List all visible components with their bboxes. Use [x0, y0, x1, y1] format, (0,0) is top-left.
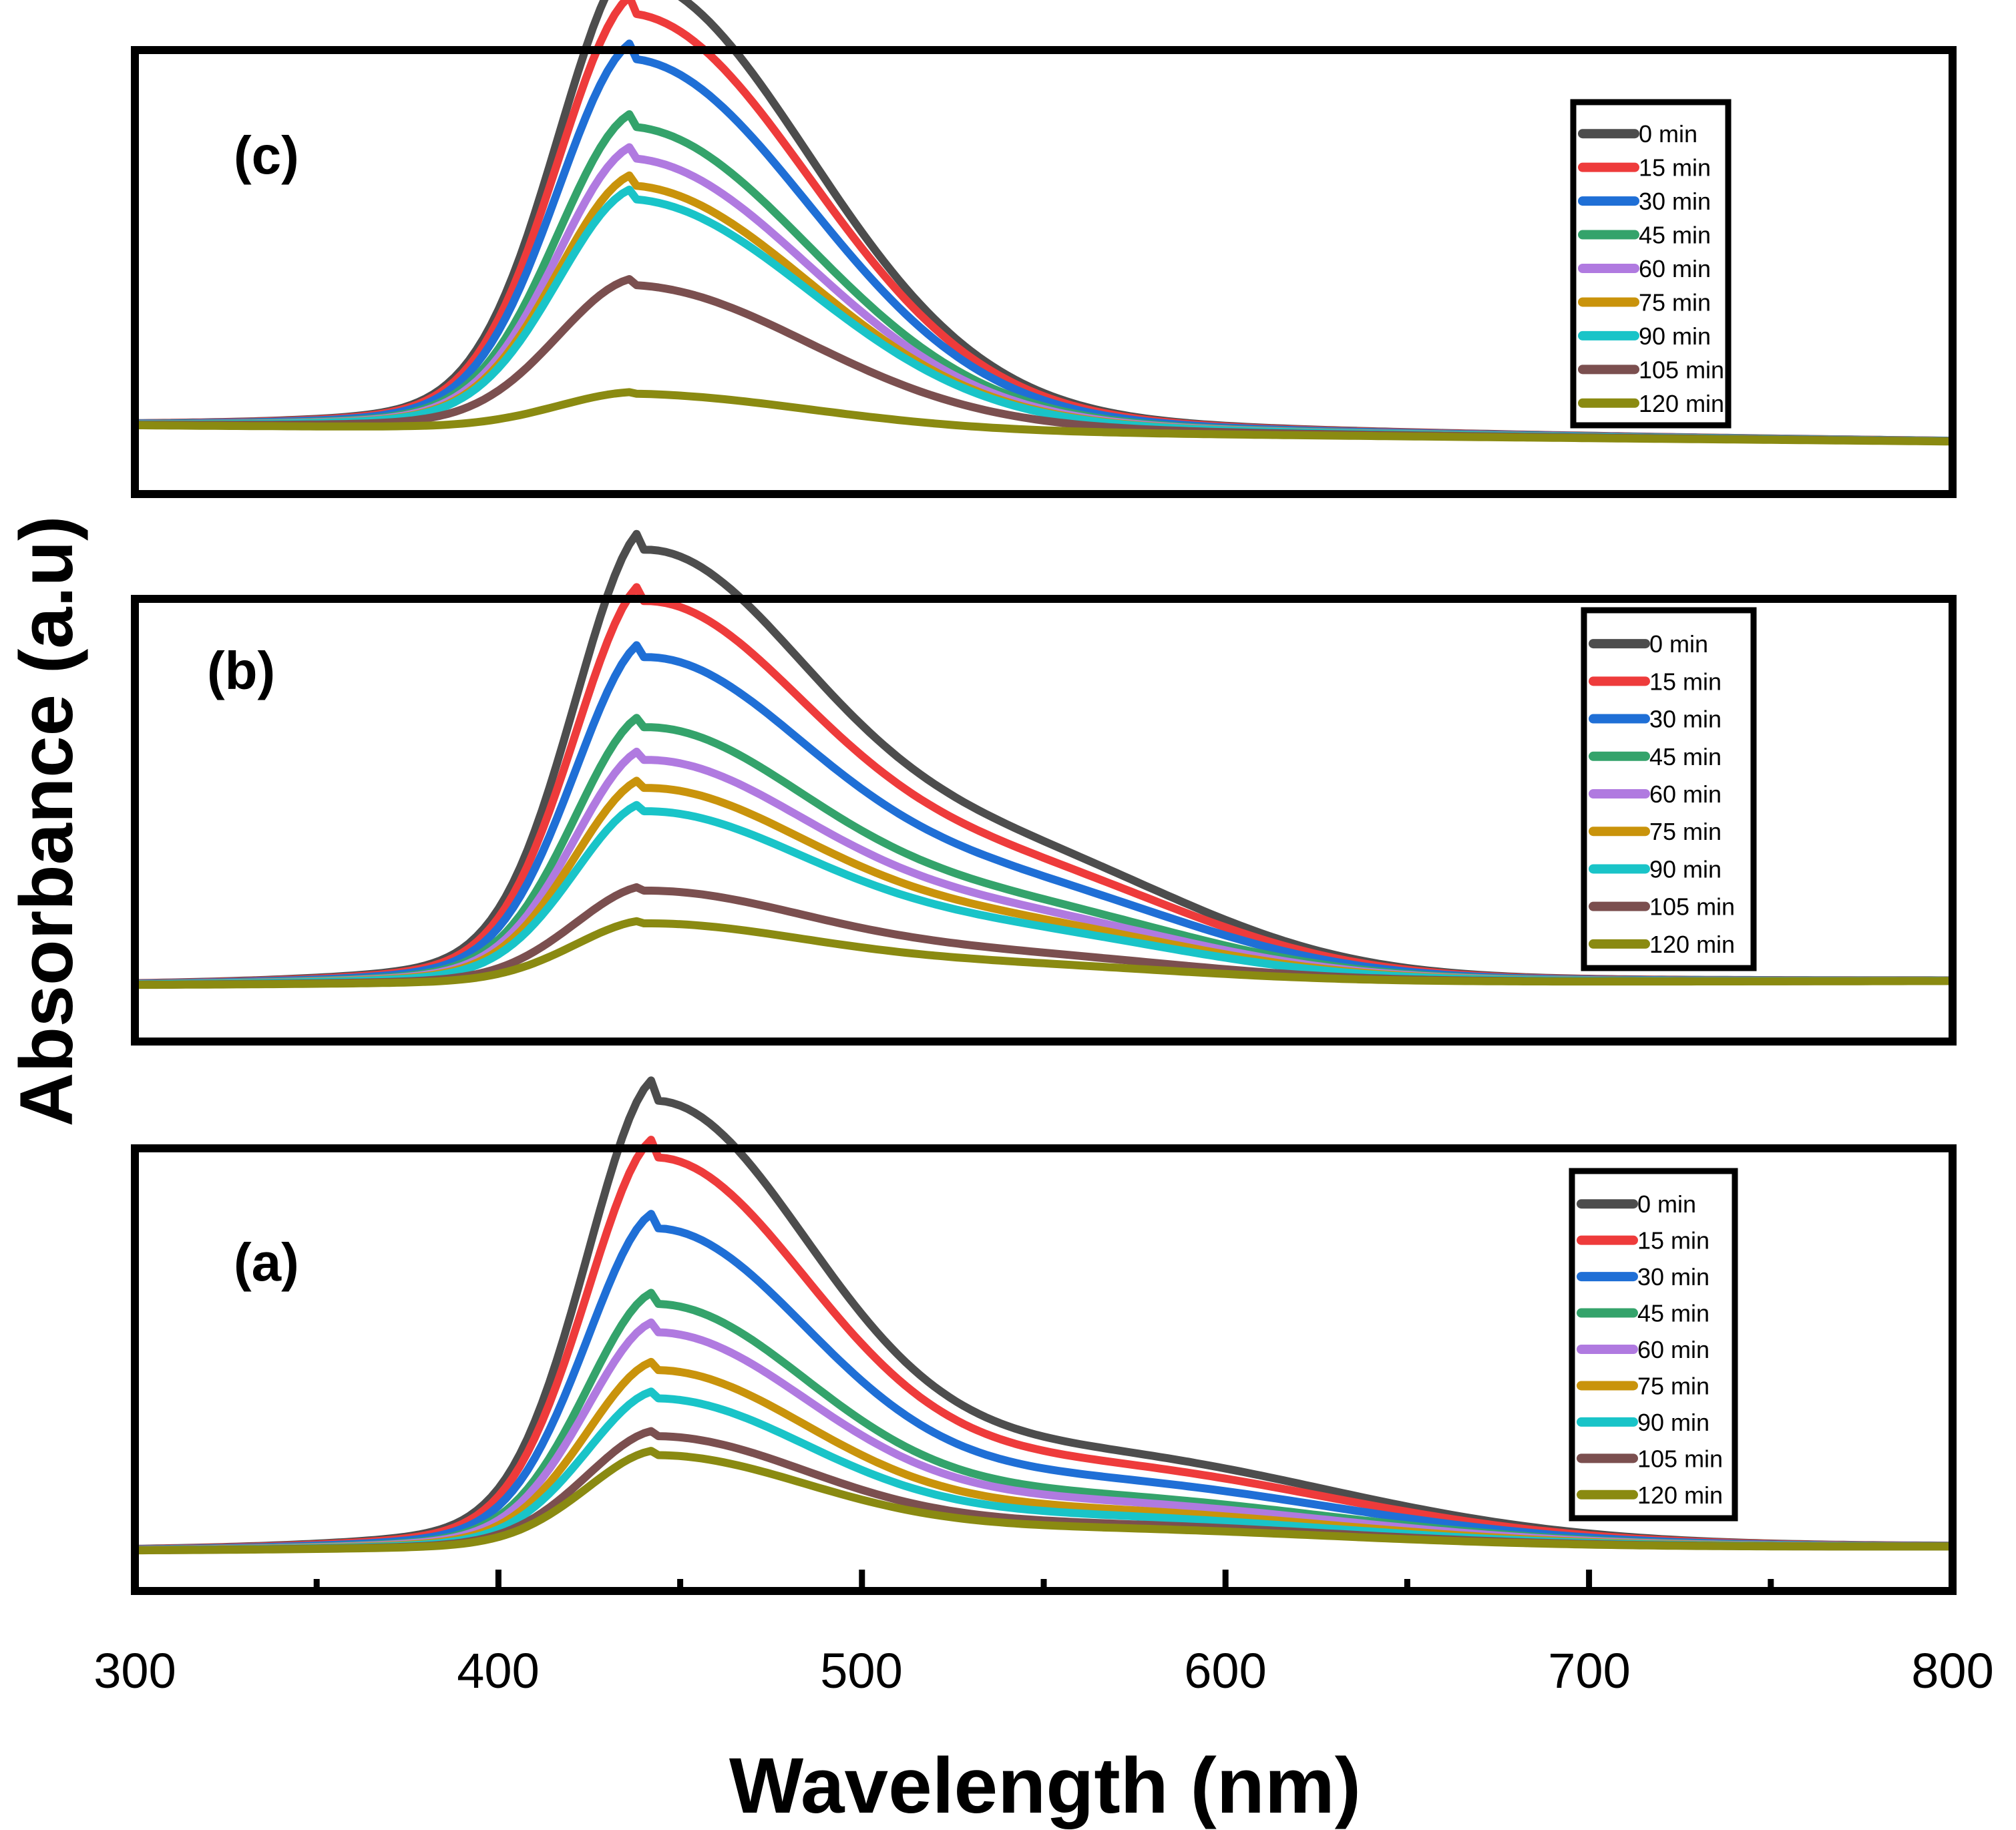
plot-frame [131, 46, 1957, 498]
legend-entry-45-min: 45 min [1637, 1300, 1709, 1327]
x-tick-label-500: 500 [820, 1643, 902, 1698]
legend-entry-105-min: 105 min [1649, 893, 1735, 921]
legend-entry-105-min: 105 min [1637, 1445, 1723, 1472]
legend-entry-120-min: 120 min [1637, 1481, 1723, 1509]
panel-a: (a) 0 min 15 min 30 min 45 min 60 min 75 min 90… [131, 1076, 1957, 1595]
x-tick-label-700: 700 [1548, 1643, 1630, 1698]
legend-entry-120-min: 120 min [1649, 931, 1735, 958]
legend: 0 min 15 min 30 min 45 min 60 min 75 min 90 mi… [1570, 99, 1732, 429]
panel-label: (b) [207, 641, 275, 700]
legend-entry-60-min: 60 min [1639, 255, 1711, 282]
panel-c: (c) 0 min 15 min 30 min 45 min 60 min 75 min 90… [131, 0, 1957, 498]
legend-entry-15-min: 15 min [1649, 668, 1722, 695]
legend-entry-45-min: 45 min [1639, 222, 1711, 249]
spectrum-line-120-min [131, 1447, 1957, 1555]
legend-entry-75-min: 75 min [1639, 288, 1711, 316]
legend-entry-60-min: 60 min [1637, 1336, 1709, 1363]
legend-entry-0-min: 0 min [1649, 630, 1708, 658]
legend-entry-90-min: 90 min [1639, 322, 1711, 350]
legend-entry-105-min: 105 min [1639, 356, 1724, 383]
panel-b: (b) 0 min 15 min 30 min 45 min 60 min 75 min 90… [131, 529, 1957, 1046]
legend-entry-75-min: 75 min [1637, 1372, 1709, 1399]
legend: 0 min 15 min 30 min 45 min 60 min 75 min 90 mi… [1581, 607, 1757, 971]
x-tick-label-400: 400 [457, 1643, 539, 1698]
legend-entry-45-min: 45 min [1649, 743, 1722, 770]
legend-entry-15-min: 15 min [1639, 154, 1711, 182]
x-axis-title: Wavelength (nm) [729, 1742, 1361, 1830]
legend-entry-0-min: 0 min [1637, 1190, 1696, 1218]
x-tick-label-300: 300 [93, 1643, 176, 1698]
legend-entry-0-min: 0 min [1639, 120, 1697, 148]
legend: 0 min 15 min 30 min 45 min 60 min 75 min 90 mi… [1569, 1168, 1738, 1522]
panel-label: (c) [234, 126, 299, 185]
y-axis-title: Absorbance (a.u) [5, 516, 88, 1127]
spectrum-line-120-min [131, 917, 1957, 989]
x-tick-label-600: 600 [1184, 1643, 1266, 1698]
spectrum-line-120-min [131, 388, 1957, 446]
legend-entry-30-min: 30 min [1649, 706, 1722, 733]
legend-entry-60-min: 60 min [1649, 780, 1722, 808]
legend-entry-120-min: 120 min [1639, 390, 1724, 417]
x-tick-label-800: 800 [1911, 1643, 1993, 1698]
panel-label: (a) [234, 1232, 299, 1292]
plot-frame [131, 595, 1957, 1046]
legend-entry-90-min: 90 min [1637, 1409, 1709, 1436]
x-axis-tick-labels: 300 400 500 600 700 800 [93, 1643, 1993, 1698]
legend-entry-15-min: 15 min [1637, 1227, 1709, 1254]
panels-layer: (c) 0 min 15 min 30 min 45 min 60 min 75 min 90… [131, 0, 1957, 1595]
legend-entry-90-min: 90 min [1649, 855, 1722, 883]
legend-entry-75-min: 75 min [1649, 818, 1722, 845]
legend-entry-30-min: 30 min [1637, 1263, 1709, 1291]
legend-entry-30-min: 30 min [1639, 188, 1711, 215]
